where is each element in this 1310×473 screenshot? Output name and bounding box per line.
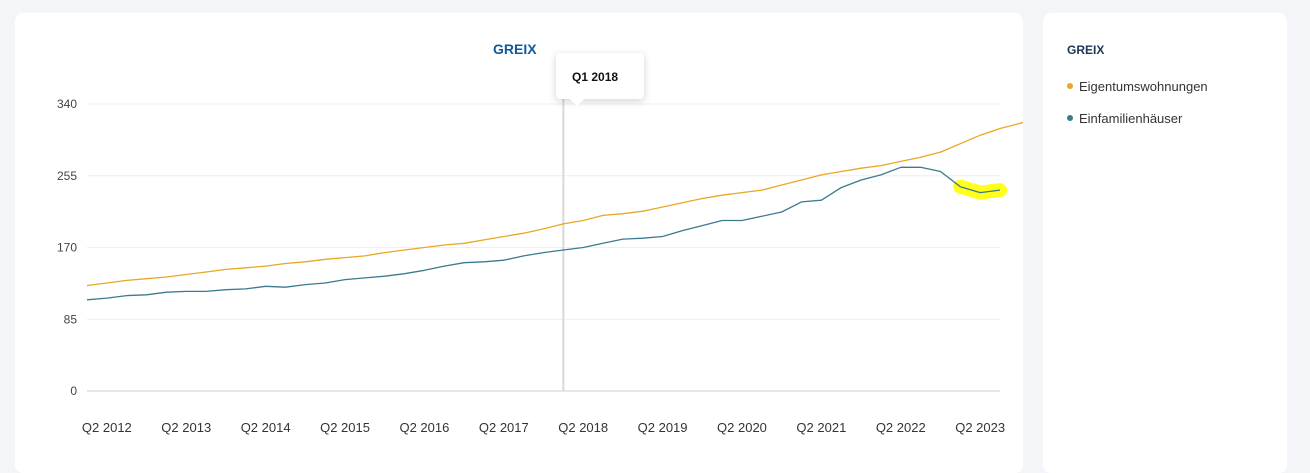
legend-label-einfamilienhaeuser: Einfamilienhäuser [1079, 110, 1183, 126]
series-line-eigentumswohnungen [86, 121, 1023, 287]
y-tick-label: 85 [64, 312, 78, 326]
tooltip-label: Q1 2018 [572, 70, 619, 84]
x-tick-label: Q2 2015 [320, 420, 370, 435]
x-tick-label: Q2 2023 [955, 420, 1005, 435]
y-tick-label: 340 [57, 97, 77, 111]
highlight-marker [953, 179, 1007, 200]
x-tick-label: Q2 2013 [161, 420, 211, 435]
x-tick-label: Q2 2019 [638, 420, 688, 435]
x-tick-label: Q2 2020 [717, 420, 767, 435]
x-tick-label: Q2 2018 [558, 420, 608, 435]
x-tick-label: Q2 2014 [241, 420, 291, 435]
legend-item-eigentumswohnungen[interactable]: Eigentumswohnungen [1067, 77, 1208, 95]
legend-dot-einfamilienhaeuser [1067, 115, 1073, 121]
chart-tooltip: Q1 2018 [556, 53, 644, 107]
x-tick-label: Q2 2022 [876, 420, 926, 435]
x-tick-label: Q2 2021 [796, 420, 846, 435]
series-line-einfamilienhaeuser [86, 166, 1001, 301]
chart-title: GREIX [493, 41, 537, 57]
legend-item-einfamilienhaeuser[interactable]: Einfamilienhäuser [1067, 109, 1182, 127]
chart-panel: 0 85 170 255 340 Q2 2012 Q2 2013 Q2 2014 Q2 2015… [15, 13, 1023, 473]
y-tick-label: 255 [57, 169, 77, 183]
legend-panel: GREIX Eigentumswohnungen Einfamilienhäus… [1043, 13, 1287, 473]
line-chart[interactable]: 0 85 170 255 340 Q2 2012 Q2 2013 Q2 2014 Q2 2015… [15, 13, 1023, 456]
legend-label-eigentumswohnungen: Eigentumswohnungen [1079, 78, 1208, 94]
x-tick-label: Q2 2016 [399, 420, 449, 435]
y-tick-label: 170 [57, 241, 77, 255]
x-tick-label: Q2 2012 [82, 420, 132, 435]
y-tick-label: 0 [70, 384, 77, 398]
legend-dot-eigentumswohnungen [1067, 83, 1073, 89]
legend-title: GREIX [1067, 43, 1105, 57]
x-tick-label: Q2 2017 [479, 420, 529, 435]
